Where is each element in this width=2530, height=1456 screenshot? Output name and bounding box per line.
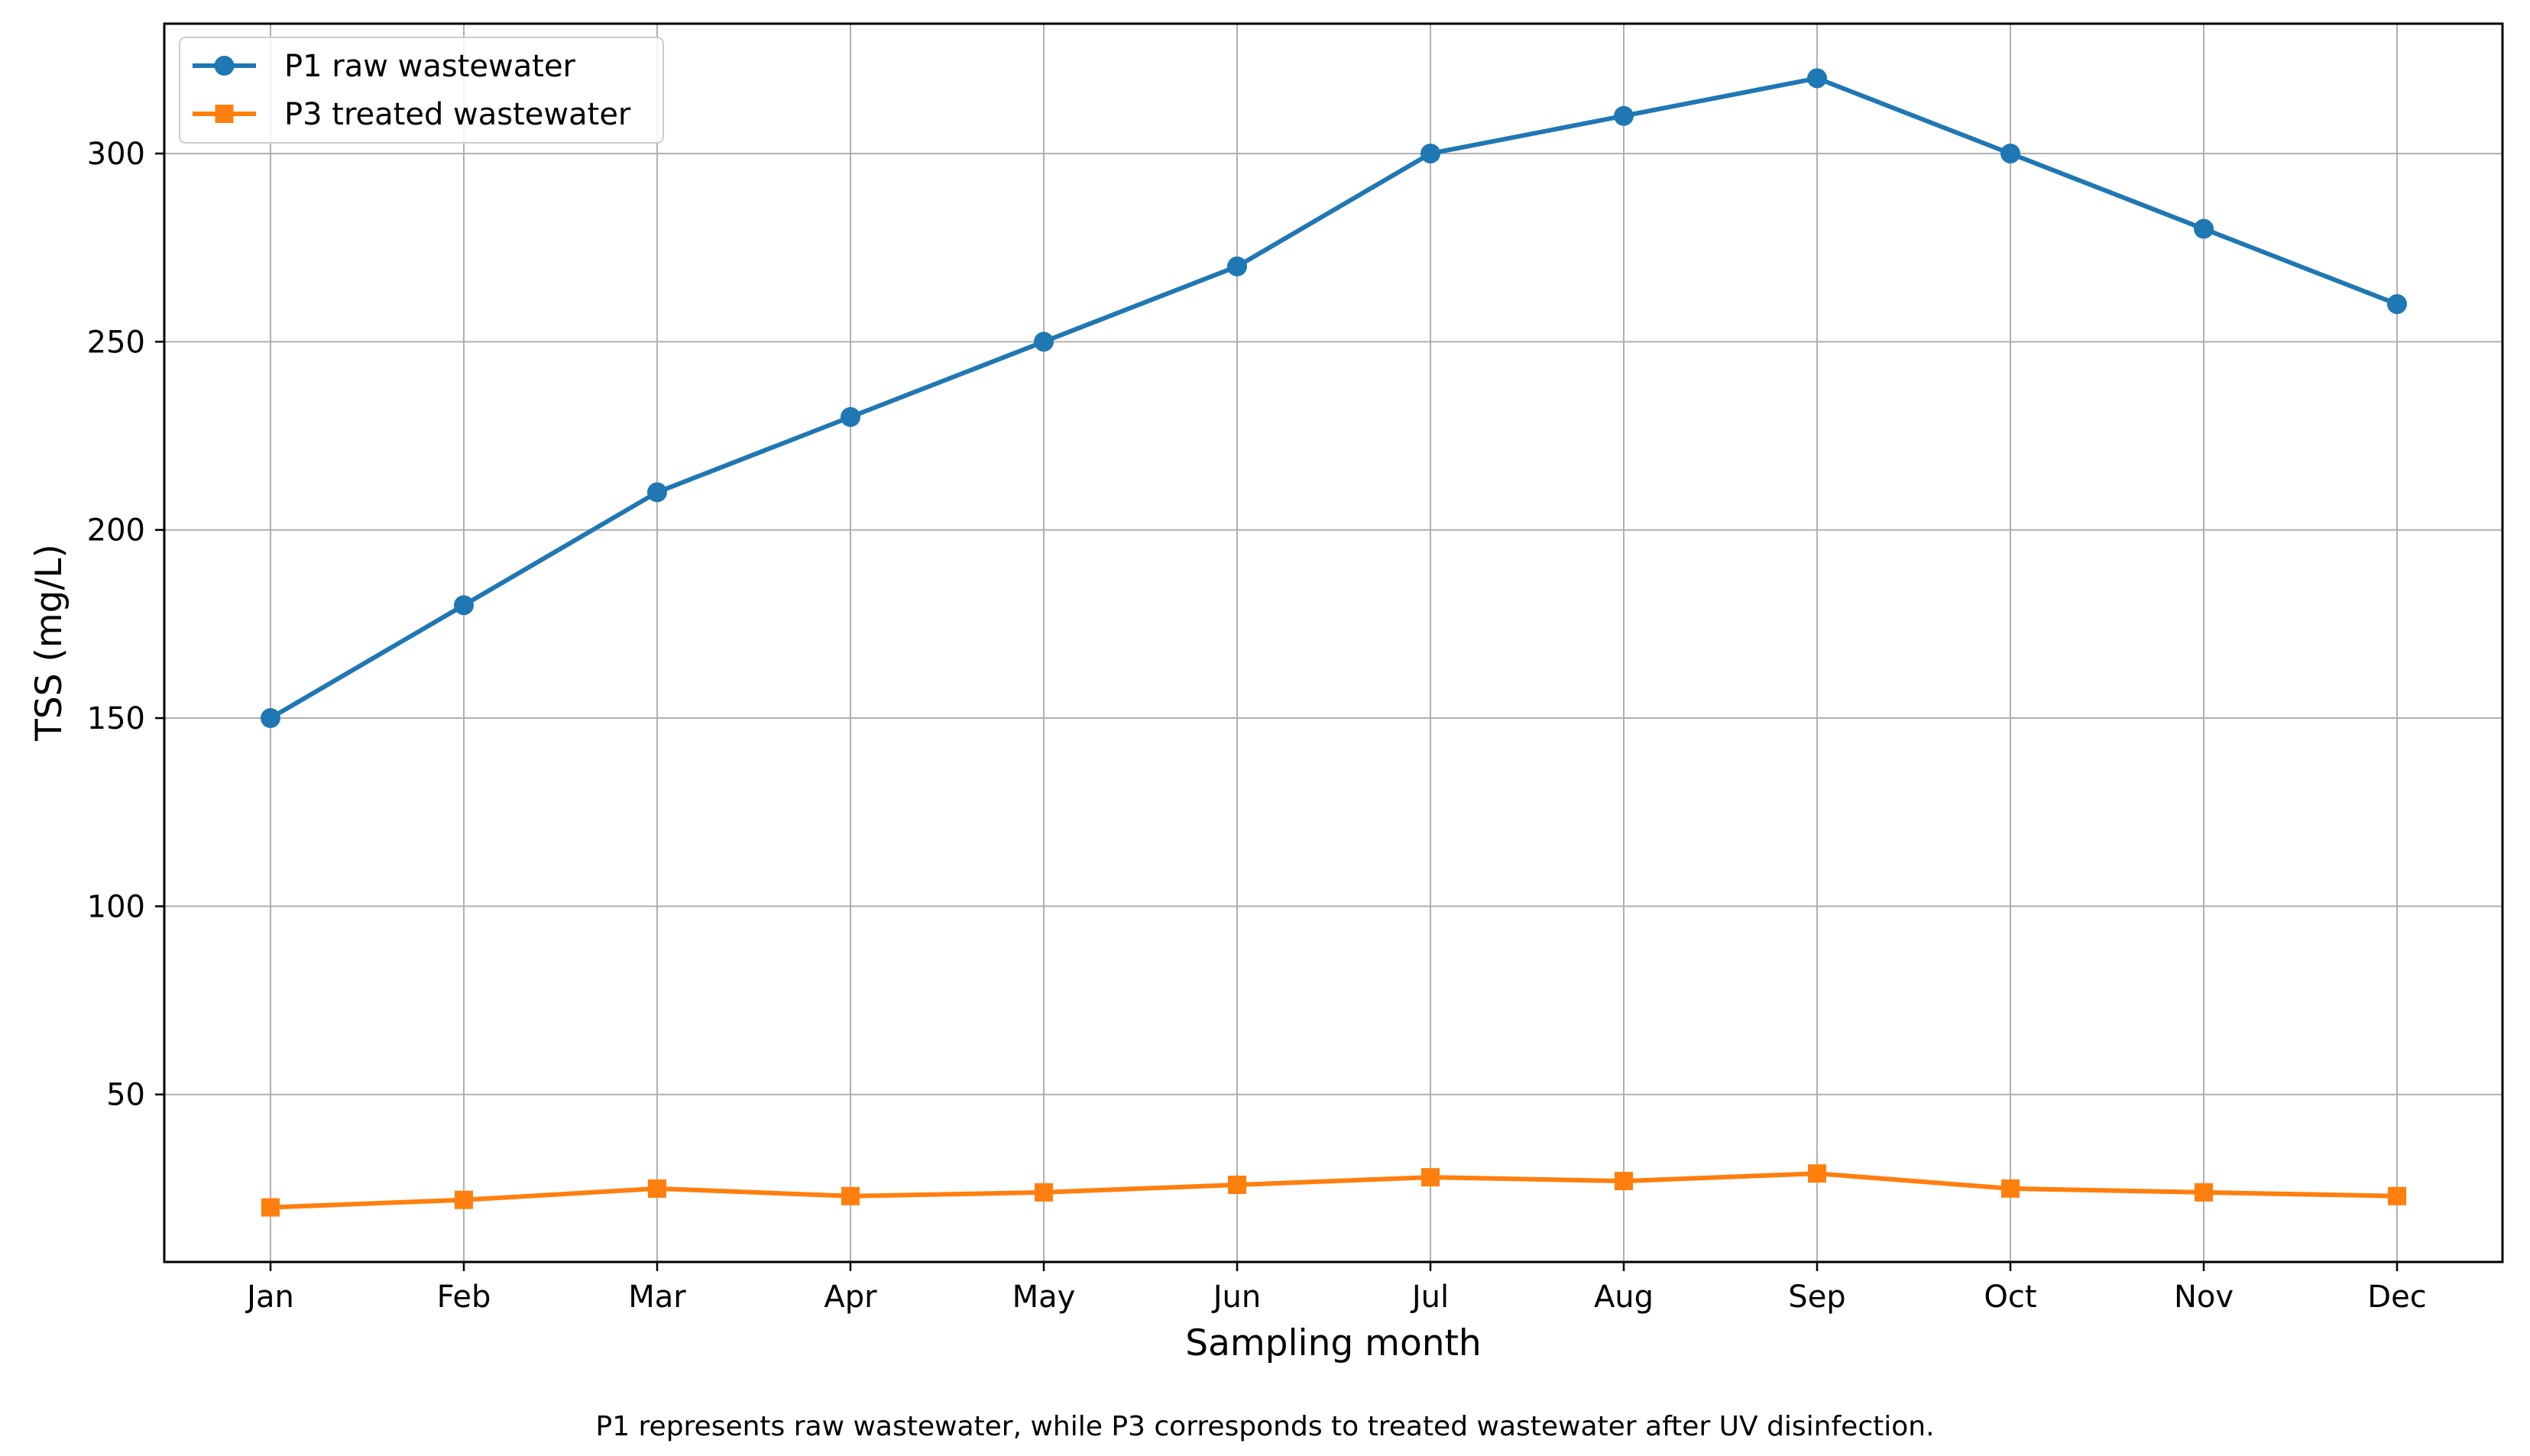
x-tick-label: Dec	[2367, 1280, 2426, 1315]
x-tick-label: Aug	[1594, 1280, 1654, 1315]
series-1-point	[2194, 218, 2214, 239]
series-2-point	[648, 1179, 666, 1198]
series-2-point	[2001, 1179, 2020, 1198]
x-tick-label: Sep	[1788, 1280, 1845, 1315]
y-tick-label: 150	[87, 701, 145, 736]
legend-marker	[214, 56, 235, 76]
y-tick-label: 300	[87, 137, 145, 172]
x-tick-label: May	[1012, 1280, 1076, 1315]
x-tick-label: Nov	[2174, 1280, 2234, 1315]
series-1-point	[647, 482, 667, 503]
series-line-1	[269, 76, 2399, 720]
series-1-point	[1227, 256, 1247, 277]
y-tick-label: 200	[87, 513, 145, 548]
series-2-point	[261, 1198, 280, 1217]
legend-label: P1 raw wastewater	[284, 49, 576, 84]
series-1-point	[1614, 105, 1634, 126]
series-2-point	[1035, 1183, 1053, 1202]
series-1-point	[261, 708, 280, 729]
y-axis-title: TSS (mg/L)	[28, 544, 70, 742]
legend-label: P3 treated wastewater	[284, 97, 631, 132]
x-tick-label: Apr	[824, 1280, 877, 1315]
series-2-point	[1421, 1168, 1440, 1187]
series-2-point	[1615, 1172, 1633, 1191]
axis-ticks: Jan Feb Mar Apr May Jun Jul Aug Sep Oct Nov Dec 50 10…	[87, 137, 2427, 1315]
series-1-point	[1034, 332, 1054, 352]
series-1-point	[1420, 143, 1440, 163]
series-2-point	[2195, 1183, 2213, 1202]
figure-caption: P1 represents raw wastewater, while P3 c…	[595, 1411, 1935, 1442]
y-tick-label: 50	[106, 1078, 145, 1113]
x-tick-label: Mar	[628, 1280, 686, 1315]
x-axis-title: Sampling month	[1185, 1322, 1481, 1364]
legend-marker	[215, 105, 234, 123]
series-1-point	[2000, 143, 2020, 163]
x-tick-label: Feb	[437, 1280, 491, 1315]
series-2-point	[1228, 1175, 1246, 1194]
legend: P1 raw wastewater P3 treated wastewater	[179, 37, 664, 144]
series-1-point	[2387, 294, 2407, 315]
series-layer	[261, 68, 2407, 1217]
series-2-point	[1808, 1164, 1826, 1183]
legend-box	[179, 37, 664, 144]
plot-frame	[163, 22, 2504, 1263]
x-tick-label: Oct	[1984, 1280, 2036, 1315]
y-tick-label: 100	[87, 889, 145, 924]
y-tick-label: 250	[87, 325, 145, 360]
series-2-point	[2388, 1186, 2406, 1205]
series-1-point	[454, 595, 474, 616]
series-2-point	[841, 1186, 860, 1205]
x-tick-label: Jun	[1211, 1280, 1262, 1315]
series-1-point	[1807, 68, 1827, 89]
x-tick-label: Jul	[1410, 1280, 1449, 1315]
series-1-point	[841, 406, 860, 427]
x-tick-label: Jan	[245, 1280, 294, 1315]
series-2-point	[455, 1190, 473, 1209]
series-line-2	[270, 1171, 2398, 1210]
